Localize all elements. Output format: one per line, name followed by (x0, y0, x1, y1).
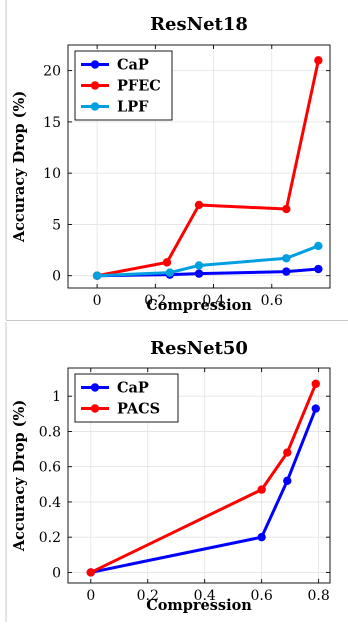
x-tick-label: 0.8 (307, 588, 329, 604)
series-line-pacs (90, 383, 318, 574)
legend-label: CaP (117, 57, 149, 74)
y-axis-label: Accuracy Drop (%) (11, 91, 28, 243)
plot-area-frame (67, 44, 331, 289)
y-axis-label: Accuracy Drop (%) (11, 400, 28, 552)
x-tick-label: 0 (93, 293, 102, 309)
series-line-cap (90, 407, 318, 574)
data-point-lpf (92, 271, 102, 280)
y-tick-label: 0.8 (39, 424, 61, 440)
x-tick-label: 0.4 (194, 588, 216, 604)
data-point-pfec (162, 258, 172, 267)
data-point-lpf (194, 261, 204, 270)
chart-title: ResNet18 (150, 14, 248, 35)
y-tick-label: 15 (43, 115, 61, 131)
data-point-cap (311, 404, 320, 413)
y-tick-label: 0.2 (39, 530, 61, 546)
data-point-cap (283, 476, 292, 485)
x-axis-label: Compression (146, 597, 252, 614)
data-point-pacs (283, 448, 292, 457)
legend-label: LPF (117, 99, 149, 116)
y-tick-label: 10 (43, 166, 61, 182)
data-point-lpf (165, 268, 175, 277)
data-point-lpf (282, 254, 291, 263)
x-axis-label: Compression (146, 297, 252, 314)
data-point-pfec (282, 204, 291, 214)
x-tick-label: 0.4 (202, 293, 224, 309)
y-tick-label: 0 (52, 565, 61, 581)
legend-swatch-marker (90, 404, 100, 413)
data-point-cap (314, 264, 323, 274)
x-tick-label: 0.6 (251, 588, 273, 604)
legend-swatch-marker (90, 102, 100, 111)
legend-swatch-marker (90, 60, 100, 69)
resnet18-chart: 0 0.2 0.4 0.6 0 5 10 15 20 CaP PFEC LPF ResNet18 Comp… (11, 14, 331, 314)
data-point-lpf (314, 241, 323, 251)
data-point-pacs (86, 568, 95, 577)
data-point-pfec (314, 56, 323, 65)
data-point-pacs (311, 379, 320, 389)
data-point-pacs (257, 485, 266, 494)
legend-swatch-marker (90, 383, 100, 392)
data-point-pfec (194, 200, 204, 210)
resnet50-chart: 0 0.2 0.4 0.6 0.8 0 0.2 0.4 0.6 0.8 1 CaP PACS ResNet… (11, 338, 331, 614)
y-tick-label: 20 (43, 64, 61, 80)
legend-label: PFEC (117, 78, 161, 95)
data-point-cap (194, 269, 204, 278)
plot-area-frame (67, 367, 331, 584)
x-tick-label: 0 (86, 588, 95, 604)
legend-swatch-marker (90, 81, 100, 90)
y-tick-label: 0 (52, 269, 61, 285)
x-tick-label: 0.6 (261, 293, 283, 309)
y-tick-label: 1 (52, 389, 61, 405)
x-tick-label: 0.2 (144, 293, 166, 309)
y-tick-label: 5 (52, 217, 61, 233)
legend-label: CaP (117, 380, 149, 397)
data-point-cap (282, 267, 291, 276)
legend-label: PACS (117, 401, 160, 418)
legend-box (74, 373, 179, 423)
chart-title: ResNet50 (150, 338, 248, 359)
x-tick-label: 0.2 (137, 588, 159, 604)
data-point-cap (257, 532, 266, 542)
y-tick-label: 0.6 (39, 460, 61, 476)
y-tick-label: 0.4 (39, 495, 61, 511)
